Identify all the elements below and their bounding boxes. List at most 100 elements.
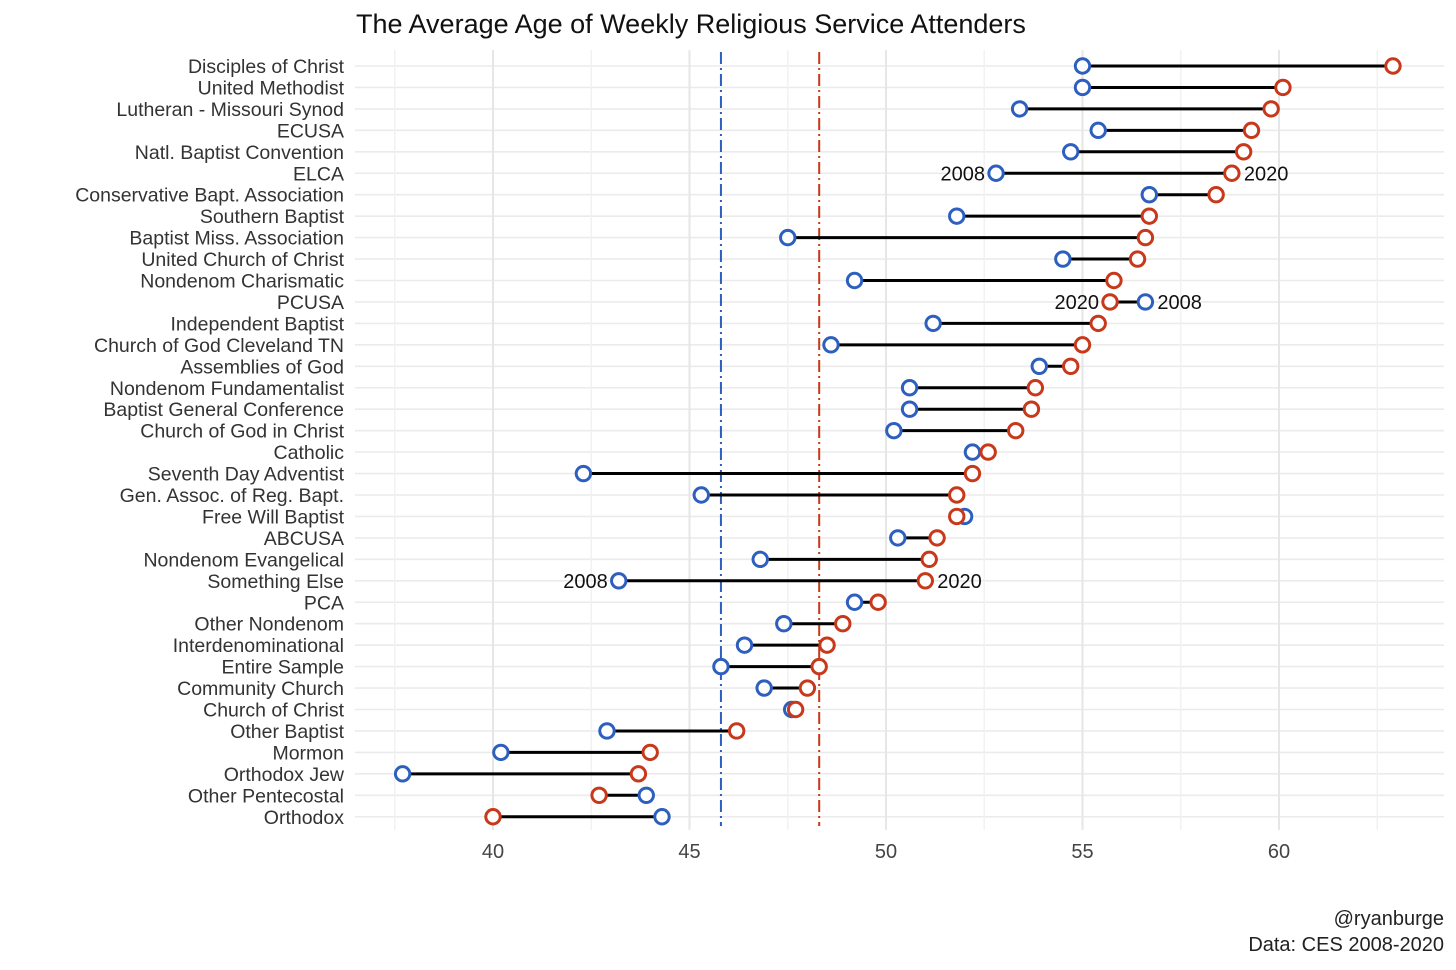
point-2020 [1026,379,1045,397]
category-label: Disciples of Christ [188,56,345,78]
point-2020 [1101,293,1119,311]
point-2008 [1089,121,1107,140]
category-label: Southern Baptist [200,206,345,228]
point-2008 [393,765,412,783]
point-2020 [1262,100,1280,118]
point-2008 [963,443,982,461]
point-2008 [822,336,840,354]
annotation-label: 2008 [941,163,986,185]
point-2008 [735,636,754,654]
point-2020 [1105,271,1123,290]
point-2020 [920,550,938,569]
category-label: Natl. Baptist Convention [135,142,344,164]
category-label: Other Nondenom [194,614,344,636]
category-label: Entire Sample [222,657,344,679]
category-label: Church of Christ [203,700,344,722]
reference-lines [719,52,821,826]
point-2020 [1223,164,1241,182]
category-label: Gen. Assoc. of Reg. Bapt. [120,485,344,507]
point-2020 [948,507,966,526]
point-2020 [1128,250,1147,268]
point-2008 [987,164,1005,182]
chart-title: The Average Age of Weekly Religious Serv… [356,9,1026,39]
category-label: PCUSA [277,292,344,314]
point-2008 [755,679,773,697]
point-2008 [889,529,907,547]
point-2020 [786,700,805,719]
point-2008 [1062,143,1080,161]
point-2008 [1136,293,1155,311]
point-2020 [1274,78,1292,97]
point-2020 [590,786,608,804]
point-2020 [818,636,836,654]
point-2008 [1030,357,1048,375]
x-tick-label: 55 [1071,841,1093,863]
point-2008 [924,314,942,333]
data-points [393,57,1402,826]
point-2008 [775,615,793,633]
category-label: United Methodist [198,77,345,99]
category-label: Baptist General Conference [103,399,344,421]
category-label: Seventh Day Adventist [148,464,345,486]
point-2008 [653,808,671,826]
point-2008 [845,593,864,611]
category-label: Other Pentecostal [188,785,344,807]
point-2020 [1006,421,1025,440]
point-2020 [1207,186,1225,204]
category-label: Independent Baptist [171,313,345,335]
category-label: Conservative Bapt. Association [75,185,344,207]
point-2020 [1062,357,1080,375]
caption-source: Data: CES 2008-2020 [1248,934,1444,956]
point-2020 [979,443,997,461]
category-label: Orthodox Jew [224,764,345,786]
point-2008 [574,464,593,483]
point-2008 [779,228,797,247]
category-label: Interdenominational [173,635,344,657]
category-label: Nondenom Charismatic [140,271,344,293]
x-tick-label: 40 [482,841,504,863]
dumbbell-segments [402,64,1393,819]
point-2008 [1010,100,1029,118]
point-2020 [928,529,946,547]
category-label: Church of God in Christ [140,421,344,443]
point-2008 [948,207,966,225]
caption-handle: @ryanburge [1334,908,1444,930]
point-2020 [1384,57,1402,75]
point-2020 [1242,121,1261,140]
category-label: Something Else [207,571,344,593]
annotation-label: 2020 [937,571,982,593]
category-label: Community Church [177,678,344,700]
category-label: Baptist Miss. Association [129,228,344,250]
point-2020 [1089,314,1107,333]
point-2008 [845,271,864,290]
point-2008 [1073,78,1092,97]
point-2008 [610,572,628,590]
point-2008 [492,743,510,762]
category-label: ECUSA [277,120,344,142]
point-2008 [1054,250,1072,268]
category-label: ABCUSA [264,528,344,550]
x-axis-tick-labels: 40 45 50 55 60 [482,841,1290,863]
point-2008 [712,657,730,676]
point-2020 [948,486,966,504]
point-2020 [1022,400,1041,418]
point-2020 [727,722,746,740]
point-2020 [963,464,982,483]
point-2008 [900,379,919,397]
annotation-label: 2020 [1244,163,1289,185]
point-2020 [1073,336,1092,354]
point-2008 [900,400,919,418]
category-label: Nondenom Evangelical [143,549,344,571]
point-2008 [1073,57,1092,75]
category-label: Orthodox [264,807,344,829]
point-2008 [751,550,769,569]
annotations: 2008 2020 2020 2008 2008 2020 [563,163,1288,593]
point-2020 [834,615,852,633]
x-tick-label: 60 [1268,841,1290,863]
category-label: Assemblies of God [180,356,344,378]
category-label: PCA [304,592,344,614]
category-label: Mormon [272,742,344,764]
point-2008 [1140,186,1159,204]
